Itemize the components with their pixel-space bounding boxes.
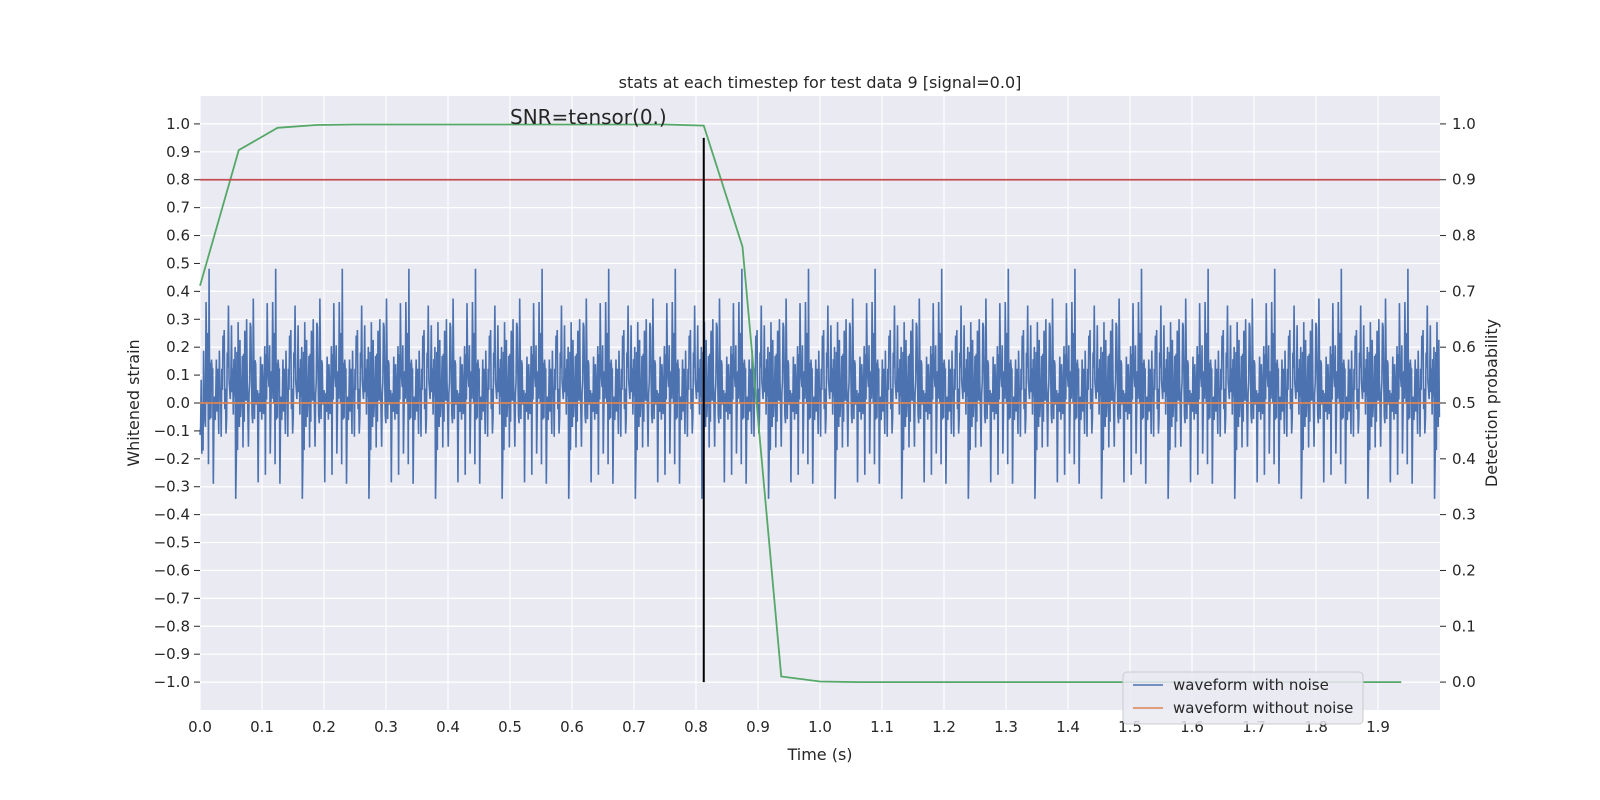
lines-layer xyxy=(199,123,1440,683)
y2-tick-label: 0.2 xyxy=(1452,561,1476,579)
x-tick-label: 1.2 xyxy=(932,718,956,736)
y-tick-label: −0.5 xyxy=(154,534,190,552)
y-tick-label: −0.6 xyxy=(154,561,190,579)
x-tick-label: 1.4 xyxy=(1056,718,1080,736)
y-tick-label: 0.7 xyxy=(166,199,190,217)
x-tick-label: 1.1 xyxy=(870,718,894,736)
x-tick-label: 0.3 xyxy=(374,718,398,736)
y2-tick-label: 0.8 xyxy=(1452,227,1476,245)
y2-axis-title: Detection probability xyxy=(1482,319,1501,487)
ticks-layer: 0.0 0.1 0.2 0.3 0.4 0.5 0.6 0.7 0.8 0.9 1.0 1.1 1.2 1… xyxy=(154,115,1476,736)
y2-tick-label: 0.4 xyxy=(1452,450,1476,468)
y-tick-label: 0.9 xyxy=(166,143,190,161)
y2-tick-label: 0.7 xyxy=(1452,282,1476,300)
y-tick-label: 0.3 xyxy=(166,310,190,328)
y-tick-label: 0.2 xyxy=(166,338,190,356)
x-tick-label: 0.6 xyxy=(560,718,584,736)
y-tick-label: 0.8 xyxy=(166,171,190,189)
legend-label-noise: waveform with noise xyxy=(1173,676,1329,694)
y-tick-label: 0.5 xyxy=(166,254,190,272)
y2-tick-label: 0.1 xyxy=(1452,617,1476,635)
legend: waveform with noise waveform without noi… xyxy=(1122,671,1364,725)
y2-tick-label: 1.0 xyxy=(1452,115,1476,133)
noise-waveform-layer xyxy=(199,268,1441,499)
legend-label-clean: waveform without noise xyxy=(1173,699,1353,717)
y-tick-label: 0.0 xyxy=(166,394,190,412)
y-tick-label: 1.0 xyxy=(166,115,190,133)
x-tick-label: 0.8 xyxy=(684,718,708,736)
x-tick-label: 1.9 xyxy=(1366,718,1390,736)
chart-title: stats at each timestep for test data 9 [… xyxy=(619,73,1022,92)
x-tick-label: 0.5 xyxy=(498,718,522,736)
y-axis-title: Whitened strain xyxy=(124,339,143,466)
y2-tick-label: 0.3 xyxy=(1452,506,1476,524)
x-tick-label: 0.4 xyxy=(436,718,460,736)
x-tick-label: 0.1 xyxy=(250,718,274,736)
y-tick-label: −1.0 xyxy=(154,673,190,691)
y-tick-label: −0.4 xyxy=(154,506,190,524)
y2-tick-label: 0.6 xyxy=(1452,338,1476,356)
y-tick-label: −0.7 xyxy=(154,589,190,607)
x-tick-label: 0.0 xyxy=(188,718,212,736)
y-tick-label: −0.2 xyxy=(154,450,190,468)
x-tick-label: 0.7 xyxy=(622,718,646,736)
y-tick-label: −0.3 xyxy=(154,478,190,496)
y-tick-label: −0.9 xyxy=(154,645,190,663)
x-axis-title: Time (s) xyxy=(786,745,852,764)
y-tick-label: −0.8 xyxy=(154,617,190,635)
x-tick-label: 1.3 xyxy=(994,718,1018,736)
y2-tick-label: 0.5 xyxy=(1452,394,1476,412)
y-tick-label: −0.1 xyxy=(154,422,190,440)
y-tick-label: 0.6 xyxy=(166,227,190,245)
y2-tick-label: 0.9 xyxy=(1452,171,1476,189)
series-waveform-with-noise xyxy=(199,268,1441,499)
snr-annotation: SNR=tensor(0.) xyxy=(510,105,667,129)
x-tick-label: 0.9 xyxy=(746,718,770,736)
y-tick-label: 0.4 xyxy=(166,282,190,300)
y2-tick-label: 0.0 xyxy=(1452,673,1476,691)
x-tick-label: 0.2 xyxy=(312,718,336,736)
x-tick-label: 1.0 xyxy=(808,718,832,736)
legend-box xyxy=(1122,671,1364,725)
y-tick-label: 0.1 xyxy=(166,366,190,384)
